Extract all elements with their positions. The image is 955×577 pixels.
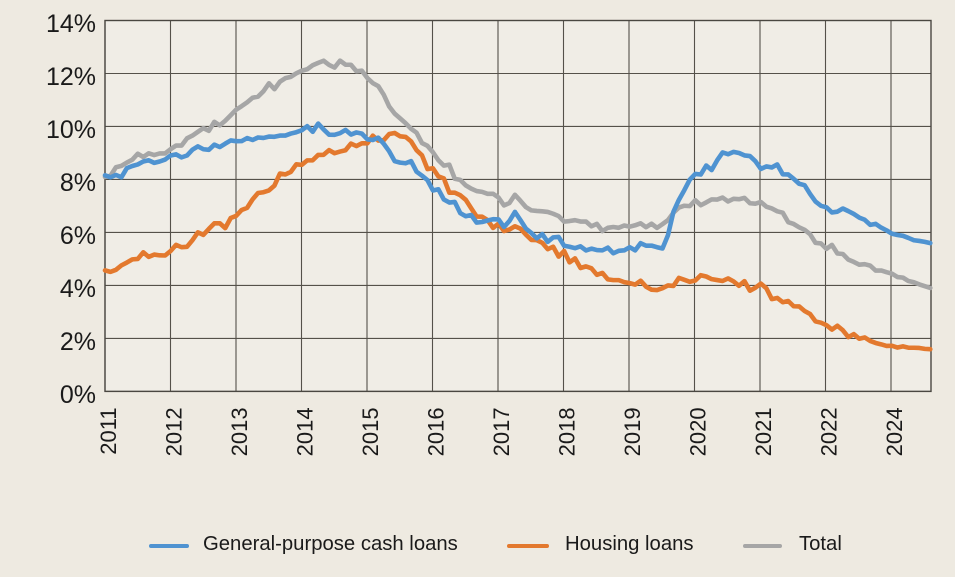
svg-text:General-purpose cash loans: General-purpose cash loans bbox=[203, 533, 458, 555]
svg-text:2012: 2012 bbox=[162, 407, 187, 456]
svg-text:2019: 2019 bbox=[620, 407, 645, 456]
svg-text:2%: 2% bbox=[60, 328, 96, 356]
svg-text:14%: 14% bbox=[46, 10, 96, 38]
svg-text:4%: 4% bbox=[60, 275, 96, 303]
svg-text:6%: 6% bbox=[60, 222, 96, 250]
svg-text:2020: 2020 bbox=[686, 407, 711, 456]
svg-text:2016: 2016 bbox=[424, 407, 449, 456]
svg-text:0%: 0% bbox=[60, 381, 96, 409]
svg-text:10%: 10% bbox=[46, 116, 96, 144]
svg-text:2011: 2011 bbox=[96, 407, 121, 454]
svg-text:2017: 2017 bbox=[489, 407, 514, 456]
svg-text:12%: 12% bbox=[46, 63, 96, 91]
svg-text:2022: 2022 bbox=[817, 407, 842, 456]
svg-text:2014: 2014 bbox=[293, 407, 318, 456]
svg-text:Total: Total bbox=[799, 533, 842, 555]
svg-text:2024: 2024 bbox=[882, 407, 907, 456]
svg-text:2018: 2018 bbox=[555, 407, 580, 456]
svg-text:8%: 8% bbox=[60, 169, 96, 197]
svg-text:2021: 2021 bbox=[751, 407, 776, 456]
svg-text:Housing loans: Housing loans bbox=[565, 533, 694, 555]
svg-text:2013: 2013 bbox=[227, 407, 252, 456]
svg-text:2015: 2015 bbox=[358, 407, 383, 456]
